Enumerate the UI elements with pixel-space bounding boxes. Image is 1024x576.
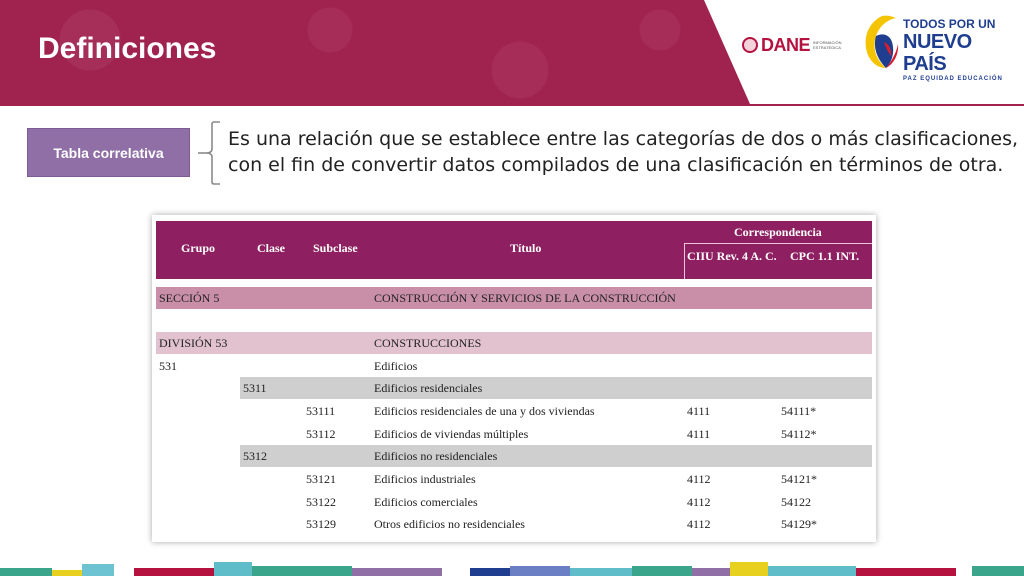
- gov-logo-line2: NUEVO PAÍS: [903, 31, 972, 75]
- footer-stripe: [214, 562, 252, 576]
- footer-stripe: [768, 566, 856, 576]
- header-divider-vertical: [684, 243, 685, 279]
- footer-stripe: [470, 568, 510, 576]
- table-row: 53129 Otros edificios no residenciales 4…: [306, 517, 817, 531]
- logo-panel: [704, 0, 1024, 104]
- footer-stripe: [632, 566, 692, 576]
- gov-logo-tagline: PAZ EQUIDAD EDUCACIÓN: [903, 76, 1003, 82]
- footer-stripe: [692, 568, 730, 576]
- footer-stripe: [352, 568, 442, 576]
- bracket-icon: [198, 121, 220, 185]
- header-clase: Clase: [257, 241, 285, 255]
- header-cpc: CPC 1.1 INT.: [790, 249, 860, 263]
- footer-stripe: [570, 568, 632, 576]
- term-label: Tabla correlativa: [27, 128, 190, 177]
- header-grupo: Grupo: [181, 241, 216, 255]
- dane-logo-word: DANE: [761, 34, 811, 55]
- table-header: Grupo Clase Subclase Título Corresponden…: [156, 221, 872, 279]
- footer-stripe: [856, 568, 956, 576]
- table-row: 531 Edificios: [159, 359, 418, 373]
- table-row: 5311 Edificios residenciales: [240, 377, 872, 399]
- definition-text: Es una relación que se establece entre l…: [228, 126, 1019, 178]
- header-subclase: Subclase: [313, 241, 358, 255]
- header-correspondencia: Correspondencia: [734, 225, 822, 239]
- gov-logo: TODOS POR UN NUEVO PAÍS PAZ EQUIDAD EDUC…: [903, 17, 1015, 83]
- table-row: SECCIÓN 5 CONSTRUCCIÓN Y SERVICIOS DE LA…: [156, 287, 872, 309]
- dane-logo-subtitle: INFORMACIÓN ESTRATÉGICA: [813, 40, 842, 50]
- footer-stripe: [0, 568, 52, 576]
- definition-line-2: con el fin de convertir datos compilados…: [228, 154, 1004, 176]
- header-ciiu: CIIU Rev. 4 A. C.: [687, 249, 777, 263]
- footer-stripe: [510, 566, 570, 576]
- header-titulo: Título: [510, 241, 542, 255]
- table-row: 53111 Edificios residenciales de una y d…: [306, 404, 817, 418]
- coat-of-arms-icon: [742, 37, 758, 53]
- footer-stripe: [52, 570, 82, 576]
- table-row: DIVISIÓN 53 CONSTRUCCIONES: [156, 332, 872, 354]
- footer-stripes: [0, 562, 1024, 576]
- definition-line-1: Es una relación que se establece entre l…: [228, 128, 1019, 150]
- table-row: 53112 Edificios de viviendas múltiples 4…: [306, 427, 817, 441]
- dane-logo: DANE INFORMACIÓN ESTRATÉGICA: [742, 34, 852, 56]
- gov-logo-line1: TODOS POR UN: [903, 17, 996, 31]
- page-title: Definiciones: [38, 32, 217, 65]
- footer-stripe: [82, 564, 114, 576]
- colombia-flag-icon: [865, 15, 899, 68]
- footer-stripe: [134, 568, 214, 576]
- footer-stripe: [972, 566, 1024, 576]
- header-divider: [684, 243, 872, 244]
- correlation-table: Grupo Clase Subclase Título Corresponden…: [152, 215, 876, 542]
- table-row: 5312 Edificios no residenciales: [240, 445, 872, 467]
- table-row: 53121 Edificios industriales 4112 54121*: [306, 472, 817, 486]
- table-row: 53122 Edificios comerciales 4112 54122: [306, 495, 811, 509]
- footer-stripe: [730, 562, 768, 576]
- footer-stripe: [252, 566, 352, 576]
